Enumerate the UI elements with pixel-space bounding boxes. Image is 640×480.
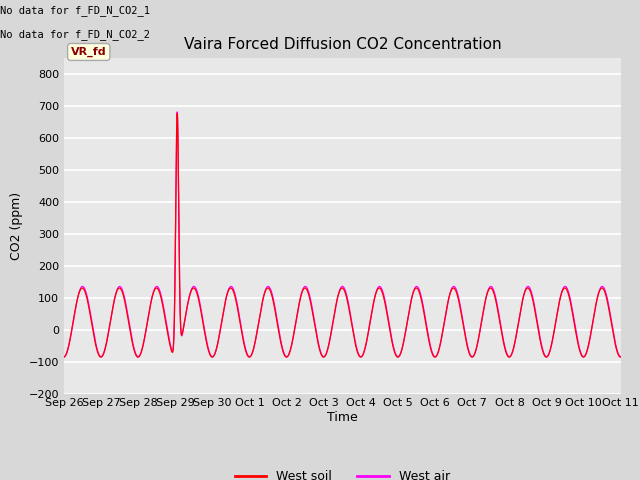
Text: No data for f_FD_N_CO2_1: No data for f_FD_N_CO2_1	[0, 5, 150, 16]
Legend: West soil, West air: West soil, West air	[230, 465, 454, 480]
Text: VR_fd: VR_fd	[71, 47, 107, 57]
X-axis label: Time: Time	[327, 411, 358, 424]
Title: Vaira Forced Diffusion CO2 Concentration: Vaira Forced Diffusion CO2 Concentration	[184, 37, 501, 52]
Y-axis label: CO2 (ppm): CO2 (ppm)	[10, 192, 23, 260]
Text: No data for f_FD_N_CO2_2: No data for f_FD_N_CO2_2	[0, 29, 150, 40]
